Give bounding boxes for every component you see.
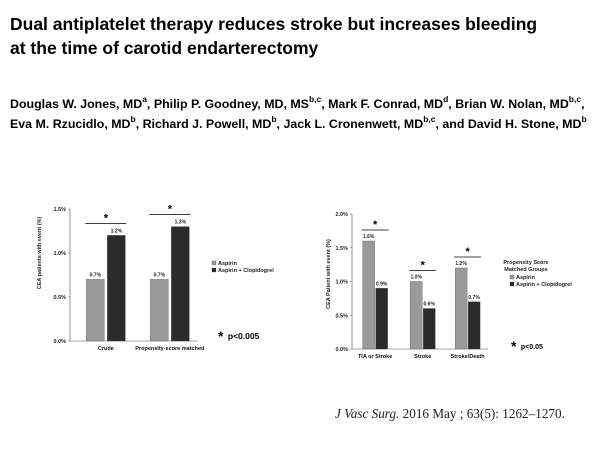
significance-star: * xyxy=(465,246,470,258)
bar-aspirin-clopidogrel xyxy=(423,308,436,350)
author-affiliation: d xyxy=(443,94,449,104)
p-value-star-1: * xyxy=(218,328,224,344)
bar-aspirin xyxy=(150,279,169,342)
y-tick-label: 2.0% xyxy=(335,212,348,218)
legend-swatch-aspirin-clopidogrel xyxy=(211,267,217,273)
y-tick-label: 0.5% xyxy=(335,313,348,319)
p-value-note-1: * p<0.005 xyxy=(218,326,259,344)
bar-aspirin-clopidogrel xyxy=(467,301,481,350)
y-tick-label: 1.0% xyxy=(335,280,348,286)
bar-value-label: 0.7% xyxy=(154,272,166,278)
title-line-1: Dual antiplatelet therapy reduces stroke… xyxy=(10,14,538,34)
y-tick-label: 0.0% xyxy=(53,339,66,345)
legend-swatch-aspirin xyxy=(211,260,217,266)
x-category-label: TIA or Stroke xyxy=(358,354,392,360)
bar-aspirin xyxy=(410,281,423,350)
title-line-2: at the time of carotid endarterectomy xyxy=(10,38,319,58)
x-category-label: Stroke xyxy=(414,354,431,360)
author-name: David H. Stone, MD xyxy=(467,117,582,131)
significance-star: * xyxy=(168,204,173,216)
bar-value-label: 1.2% xyxy=(111,228,123,234)
bar-value-label: 1.0% xyxy=(411,275,423,281)
author-affiliation: a xyxy=(142,94,147,104)
author-name: Douglas W. Jones, MD xyxy=(10,97,143,111)
chart-event-types: 0.0% 0.5% 1.0% 1.5% 2.0% CEA Patient with eve… xyxy=(326,212,572,360)
author-separator: , xyxy=(146,97,154,111)
bar-aspirin xyxy=(454,267,468,350)
bar-aspirin-clopidogrel xyxy=(375,288,388,350)
slide-title: Dual antiplatelet therapy reduces stroke… xyxy=(10,12,590,60)
author-affiliation: b xyxy=(271,114,277,124)
legend-title: Propensity Score xyxy=(503,260,548,266)
author-name: Mark F. Conrad, MD xyxy=(328,97,444,111)
y-axis-label: CEA Patient with event (%) xyxy=(326,239,332,309)
legend-swatch-aspirin xyxy=(509,274,515,280)
significance-star: * xyxy=(104,212,109,224)
author-separator: , xyxy=(321,97,329,111)
bar-aspirin-clopidogrel xyxy=(107,235,126,342)
author-separator: , xyxy=(276,117,284,131)
p-value-text-2: p<0.05 xyxy=(520,344,543,351)
significance-star: * xyxy=(373,219,378,231)
bar-value-label: 0.7% xyxy=(468,295,480,301)
p-value-note-2: * p<0.05 xyxy=(511,336,543,354)
bar-aspirin xyxy=(362,240,375,350)
y-tick-label: 1.0% xyxy=(53,251,66,257)
author-separator: , xyxy=(448,97,456,111)
bar-value-label: 0.6% xyxy=(424,302,436,308)
p-value-star-2: * xyxy=(511,338,517,354)
chart-crude-vs-matched: 0.0% 0.5% 1.0% 1.5% CEA patients with event … xyxy=(37,204,274,352)
bar-value-label: 0.9% xyxy=(376,281,388,287)
bar-value-label: 1.2% xyxy=(455,261,467,267)
author-separator: , xyxy=(135,117,143,131)
bar-value-label: 0.7% xyxy=(90,272,102,278)
author-separator: , xyxy=(581,97,585,111)
author-name: Richard J. Powell, MD xyxy=(142,117,272,131)
author-affiliation: b xyxy=(581,114,587,124)
x-category-label: Propensity-score matched xyxy=(135,346,204,352)
legend-label: Aspirin xyxy=(516,275,536,281)
legend-label: Aspirin + Clopidogrel xyxy=(218,268,274,274)
bar-value-label: 1.3% xyxy=(175,220,187,226)
y-tick-label: 0.0% xyxy=(335,347,348,353)
author-name: Philip P. Goodney, MD, MS xyxy=(153,97,309,111)
citation-details: 2016 May ; 63(5): 1262–1270. xyxy=(399,406,565,421)
x-category-label: Stroke/Death xyxy=(451,354,486,360)
author-name: Jack L. Cronenwett, MD xyxy=(283,117,424,131)
bar-aspirin-clopidogrel xyxy=(171,226,190,342)
p-value-text-1: p<0.005 xyxy=(227,331,260,341)
y-axis-label: CEA patients with event (%) xyxy=(37,217,43,290)
legend-label: Aspirin + Clopidogrel xyxy=(516,282,572,288)
y-tick-label: 1.5% xyxy=(53,207,66,213)
y-tick-label: 1.5% xyxy=(335,246,348,252)
author-name: Brian W. Nolan, MD xyxy=(455,97,569,111)
author-name: Eva M. Rzucidlo, MD xyxy=(10,117,131,131)
citation: J Vasc Surg. 2016 May ; 63(5): 1262–1270… xyxy=(335,406,565,422)
author-affiliation: b,c xyxy=(308,94,322,104)
citation-journal: J Vasc Surg. xyxy=(335,406,400,421)
y-tick-label: 0.5% xyxy=(53,295,66,301)
legend-title: Matched Groups xyxy=(504,267,547,273)
legend-label: Aspirin xyxy=(218,261,238,267)
author-affiliation: b,c xyxy=(568,94,582,104)
x-category-label: Crude xyxy=(98,346,114,352)
bar-aspirin xyxy=(86,279,105,342)
bar-value-label: 1.6% xyxy=(363,234,375,240)
significance-star: * xyxy=(421,260,426,272)
legend-swatch-aspirin-clopidogrel xyxy=(509,281,515,287)
author-list: Douglas W. Jones, MDa, Philip P. Goodney… xyxy=(10,94,592,134)
author-separator: , and xyxy=(435,117,468,131)
author-affiliation: b xyxy=(130,114,136,124)
author-affiliation: b,c xyxy=(423,114,436,124)
